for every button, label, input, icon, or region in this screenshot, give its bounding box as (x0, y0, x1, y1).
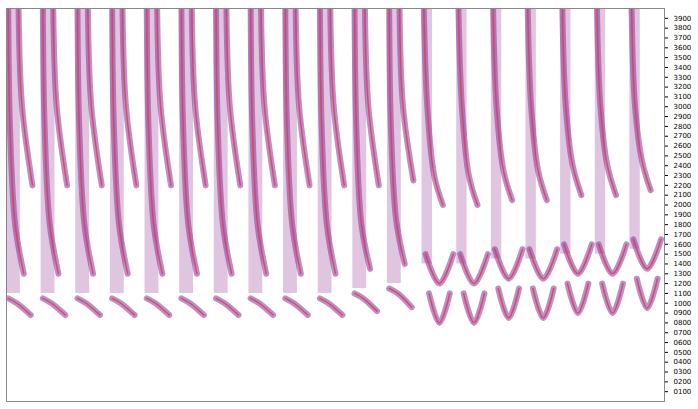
svg-text:1700: 1700 (674, 231, 692, 239)
svg-text:0900: 0900 (674, 309, 692, 317)
svg-text:0500: 0500 (674, 349, 692, 357)
svg-text:0400: 0400 (674, 358, 692, 366)
svg-text:2000: 2000 (674, 201, 692, 209)
svg-text:3700: 3700 (674, 34, 692, 42)
svg-text:0700: 0700 (674, 329, 692, 337)
svg-text:3000: 3000 (674, 103, 692, 111)
svg-text:0800: 0800 (674, 319, 692, 327)
svg-text:3100: 3100 (674, 93, 692, 101)
svg-text:3300: 3300 (674, 74, 692, 82)
svg-text:0600: 0600 (674, 339, 692, 347)
svg-text:3600: 3600 (674, 44, 692, 52)
svg-text:0200: 0200 (674, 378, 692, 386)
svg-text:1200: 1200 (674, 280, 692, 288)
svg-text:0300: 0300 (674, 368, 692, 376)
svg-text:2100: 2100 (674, 191, 692, 199)
svg-text:2800: 2800 (674, 123, 692, 131)
svg-text:2500: 2500 (674, 152, 692, 160)
svg-text:1000: 1000 (674, 299, 692, 307)
svg-text:3800: 3800 (674, 24, 692, 32)
svg-text:3900: 3900 (674, 15, 692, 23)
svg-text:1400: 1400 (674, 260, 692, 268)
svg-text:1500: 1500 (674, 250, 692, 258)
svg-text:1900: 1900 (674, 211, 692, 219)
svg-text:1600: 1600 (674, 241, 692, 249)
svg-text:3400: 3400 (674, 64, 692, 72)
svg-text:1800: 1800 (674, 221, 692, 229)
svg-text:1300: 1300 (674, 270, 692, 278)
svg-text:0100: 0100 (674, 388, 692, 396)
svg-text:2300: 2300 (674, 172, 692, 180)
svg-text:1100: 1100 (674, 290, 692, 298)
svg-text:2600: 2600 (674, 142, 692, 150)
svg-text:3500: 3500 (674, 54, 692, 62)
svg-text:2700: 2700 (674, 132, 692, 140)
svg-text:2200: 2200 (674, 182, 692, 190)
svg-text:3200: 3200 (674, 83, 692, 91)
svg-text:2900: 2900 (674, 113, 692, 121)
svg-text:2400: 2400 (674, 162, 692, 170)
